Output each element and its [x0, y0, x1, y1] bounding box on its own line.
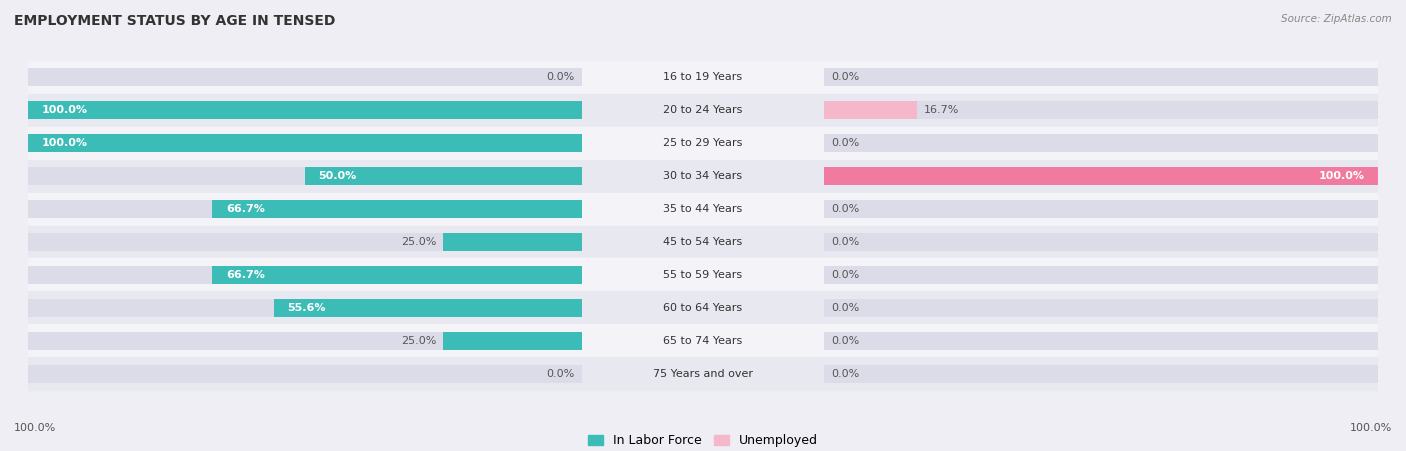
Bar	[824, 167, 1378, 185]
Text: 0.0%: 0.0%	[547, 369, 575, 379]
Text: 0.0%: 0.0%	[831, 369, 859, 379]
Text: 75 Years and over: 75 Years and over	[652, 369, 754, 379]
Bar	[824, 101, 1378, 119]
Bar	[28, 365, 582, 383]
Bar	[28, 200, 582, 218]
Bar	[824, 332, 1378, 350]
Text: 100.0%: 100.0%	[1319, 171, 1364, 181]
Bar	[274, 299, 582, 317]
Text: 25.0%: 25.0%	[401, 336, 436, 346]
Text: 55.6%: 55.6%	[287, 303, 326, 313]
Text: 35 to 44 Years: 35 to 44 Years	[664, 204, 742, 214]
Text: EMPLOYMENT STATUS BY AGE IN TENSED: EMPLOYMENT STATUS BY AGE IN TENSED	[14, 14, 336, 28]
Bar	[824, 134, 1378, 152]
Text: 65 to 74 Years: 65 to 74 Years	[664, 336, 742, 346]
Bar	[443, 332, 582, 350]
Text: 25.0%: 25.0%	[401, 237, 436, 247]
Bar	[28, 101, 582, 119]
Text: 55 to 59 Years: 55 to 59 Years	[664, 270, 742, 280]
Bar	[443, 233, 582, 251]
Bar	[28, 127, 1378, 160]
Text: 50.0%: 50.0%	[318, 171, 357, 181]
Bar	[28, 357, 1378, 390]
Bar	[28, 258, 1378, 291]
Bar	[28, 68, 582, 86]
Text: 0.0%: 0.0%	[831, 270, 859, 280]
Text: 100.0%: 100.0%	[14, 423, 56, 433]
Legend: In Labor Force, Unemployed: In Labor Force, Unemployed	[583, 429, 823, 451]
Text: 25 to 29 Years: 25 to 29 Years	[664, 138, 742, 148]
Text: 0.0%: 0.0%	[831, 303, 859, 313]
Text: 20 to 24 Years: 20 to 24 Years	[664, 105, 742, 115]
Bar	[28, 160, 1378, 193]
Bar	[28, 226, 1378, 258]
Text: 0.0%: 0.0%	[831, 336, 859, 346]
Text: 66.7%: 66.7%	[226, 270, 264, 280]
Bar	[212, 266, 582, 284]
Bar	[824, 365, 1378, 383]
Bar	[212, 200, 582, 218]
Text: 0.0%: 0.0%	[547, 72, 575, 82]
Bar	[28, 134, 582, 152]
Bar	[28, 266, 582, 284]
Text: 45 to 54 Years: 45 to 54 Years	[664, 237, 742, 247]
Bar	[824, 101, 917, 119]
Text: 0.0%: 0.0%	[831, 204, 859, 214]
Bar	[28, 332, 582, 350]
Bar	[28, 233, 582, 251]
Text: 0.0%: 0.0%	[831, 72, 859, 82]
Bar	[824, 68, 1378, 86]
Bar	[824, 200, 1378, 218]
Text: 0.0%: 0.0%	[831, 138, 859, 148]
Bar	[28, 324, 1378, 357]
Bar	[824, 167, 1378, 185]
Bar	[824, 233, 1378, 251]
Bar	[28, 299, 582, 317]
Bar	[28, 101, 582, 119]
Text: Source: ZipAtlas.com: Source: ZipAtlas.com	[1281, 14, 1392, 23]
Text: 30 to 34 Years: 30 to 34 Years	[664, 171, 742, 181]
Bar	[824, 266, 1378, 284]
Text: 100.0%: 100.0%	[42, 105, 87, 115]
Bar	[28, 193, 1378, 226]
Bar	[28, 94, 1378, 127]
Text: 0.0%: 0.0%	[831, 237, 859, 247]
Text: 60 to 64 Years: 60 to 64 Years	[664, 303, 742, 313]
Text: 16.7%: 16.7%	[924, 105, 959, 115]
Bar	[824, 299, 1378, 317]
Bar	[305, 167, 582, 185]
Text: 66.7%: 66.7%	[226, 204, 264, 214]
Text: 100.0%: 100.0%	[42, 138, 87, 148]
Text: 100.0%: 100.0%	[1350, 423, 1392, 433]
Bar	[28, 134, 582, 152]
Bar	[28, 167, 582, 185]
Bar	[28, 61, 1378, 94]
Text: 16 to 19 Years: 16 to 19 Years	[664, 72, 742, 82]
Bar	[28, 291, 1378, 324]
